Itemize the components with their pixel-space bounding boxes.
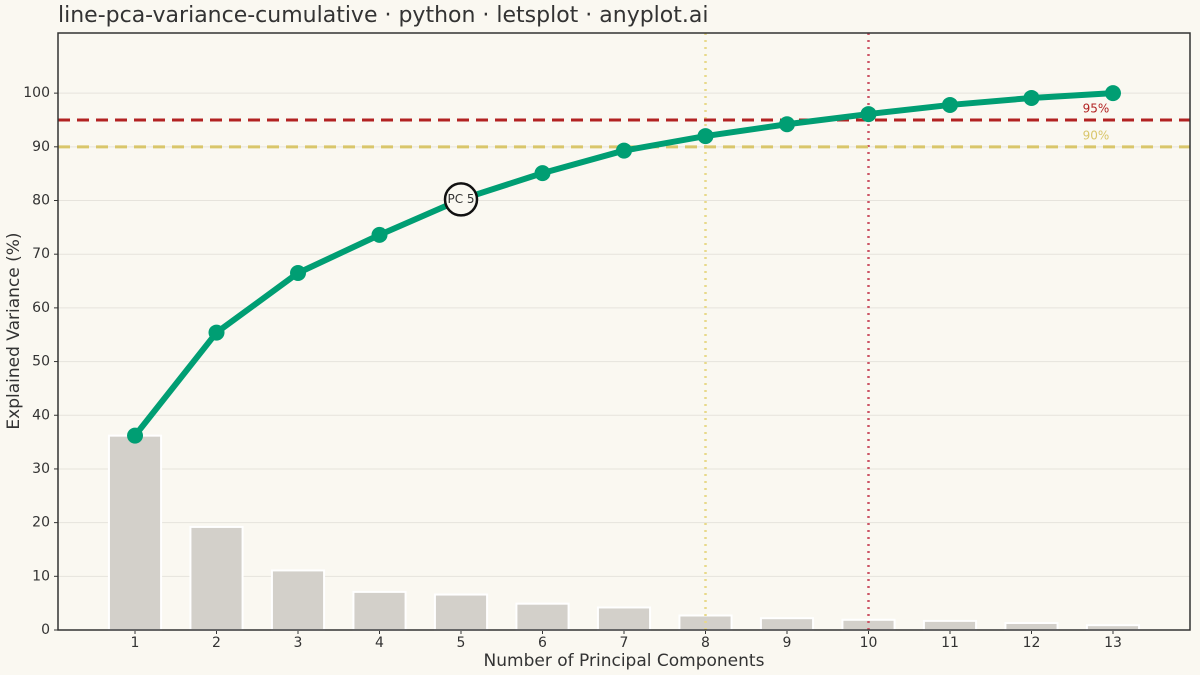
point — [127, 427, 144, 444]
point — [697, 128, 714, 145]
y-tick-label: 30 — [32, 461, 50, 477]
x-tick-label: 11 — [941, 635, 959, 651]
point — [616, 142, 632, 159]
x-axis-label: Number of Principal Components — [484, 651, 765, 671]
x-tick-label: 2 — [212, 635, 221, 651]
y-tick-label: 0 — [41, 622, 50, 638]
bar — [433, 593, 489, 631]
threshold-label: 95% — [1083, 101, 1110, 115]
chart-title: line-pca-variance-cumulative · python · … — [58, 3, 708, 28]
point — [1023, 89, 1040, 106]
x-tick-label: 7 — [620, 635, 629, 651]
y-tick-label: 50 — [32, 354, 50, 370]
point — [534, 165, 551, 182]
point — [941, 96, 958, 113]
annotation-text: PC 5 — [447, 192, 474, 206]
plot-frame — [57, 32, 1191, 631]
bar — [107, 434, 163, 631]
y-tick-label: 70 — [32, 246, 50, 262]
x-tick-label: 8 — [701, 635, 710, 651]
bar — [189, 525, 244, 631]
point — [290, 264, 307, 281]
y-tick-label: 90 — [32, 139, 50, 155]
x-tick-label: 13 — [1104, 635, 1122, 651]
bar — [515, 602, 570, 632]
x-tick-label: 1 — [131, 635, 140, 651]
bar — [1004, 622, 1059, 632]
x-tick-label: 3 — [294, 635, 303, 651]
point — [1104, 85, 1121, 102]
point — [371, 226, 388, 243]
x-tick-label: 9 — [783, 635, 792, 651]
bar — [270, 569, 326, 631]
annotation-circle — [443, 182, 479, 217]
y-tick-label: 60 — [32, 300, 50, 316]
x-tick-label: 12 — [1023, 635, 1041, 651]
y-tick-label: 20 — [32, 515, 50, 531]
point — [208, 324, 225, 341]
x-tick-label: 5 — [457, 635, 466, 651]
y-tick-label: 100 — [23, 85, 50, 101]
y-tick-label: 40 — [32, 407, 50, 423]
y-tick-label: 80 — [32, 193, 50, 209]
point — [860, 106, 877, 123]
bar — [596, 606, 652, 631]
bar — [352, 590, 407, 632]
x-tick-label: 6 — [538, 635, 547, 651]
bar — [759, 617, 815, 631]
bar — [922, 619, 978, 632]
y-tick-label: 10 — [32, 568, 50, 584]
x-tick-label: 10 — [860, 635, 878, 651]
y-axis-label: Explained Variance (%) — [4, 232, 24, 429]
point — [778, 116, 795, 133]
x-tick-label: 4 — [375, 635, 384, 651]
threshold-label: 90% — [1083, 128, 1110, 142]
